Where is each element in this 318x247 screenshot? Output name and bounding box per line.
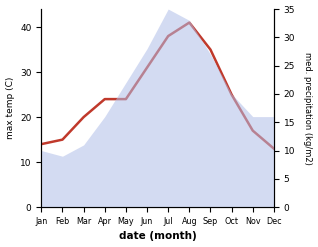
Y-axis label: max temp (C): max temp (C) [5, 77, 15, 139]
Y-axis label: med. precipitation (kg/m2): med. precipitation (kg/m2) [303, 52, 313, 165]
X-axis label: date (month): date (month) [119, 231, 197, 242]
